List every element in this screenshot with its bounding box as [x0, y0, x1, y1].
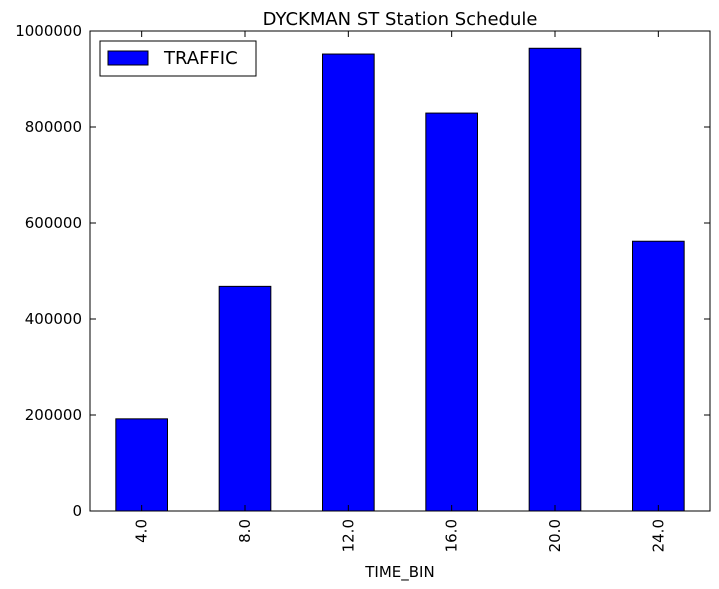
x-tick-label: 8.0 — [236, 519, 254, 543]
legend-swatch — [107, 50, 149, 66]
x-tick-label: 24.0 — [649, 519, 667, 552]
x-tick-label: 16.0 — [443, 519, 461, 552]
bar — [115, 418, 169, 512]
y-tick-label: 200000 — [25, 406, 82, 424]
chart-title: DYCKMAN ST Station Schedule — [263, 9, 538, 30]
x-tick-label: 20.0 — [546, 519, 564, 552]
legend-label: TRAFFIC — [163, 48, 238, 69]
x-axis-label: TIME_BIN — [364, 563, 434, 582]
y-tick-label: 0 — [72, 502, 82, 520]
y-tick-label: 800000 — [25, 118, 82, 136]
y-tick-label: 400000 — [25, 310, 82, 328]
legend: TRAFFIC — [99, 40, 257, 77]
bar — [425, 112, 479, 512]
plot-area-frame — [89, 30, 711, 512]
y-tick-label: 600000 — [25, 214, 82, 232]
x-tick-label: 12.0 — [339, 519, 357, 552]
bars-layer — [115, 47, 685, 512]
y-axis: 0 200000 400000 600000 800000 1000000 — [15, 22, 710, 520]
bar — [528, 47, 582, 512]
bar — [218, 285, 272, 512]
bar — [322, 53, 375, 512]
y-tick-label: 1000000 — [15, 22, 82, 40]
bar — [632, 240, 685, 512]
x-tick-label: 4.0 — [133, 519, 151, 543]
x-axis: 4.0 8.0 12.0 16.0 20.0 24.0 — [133, 31, 667, 552]
